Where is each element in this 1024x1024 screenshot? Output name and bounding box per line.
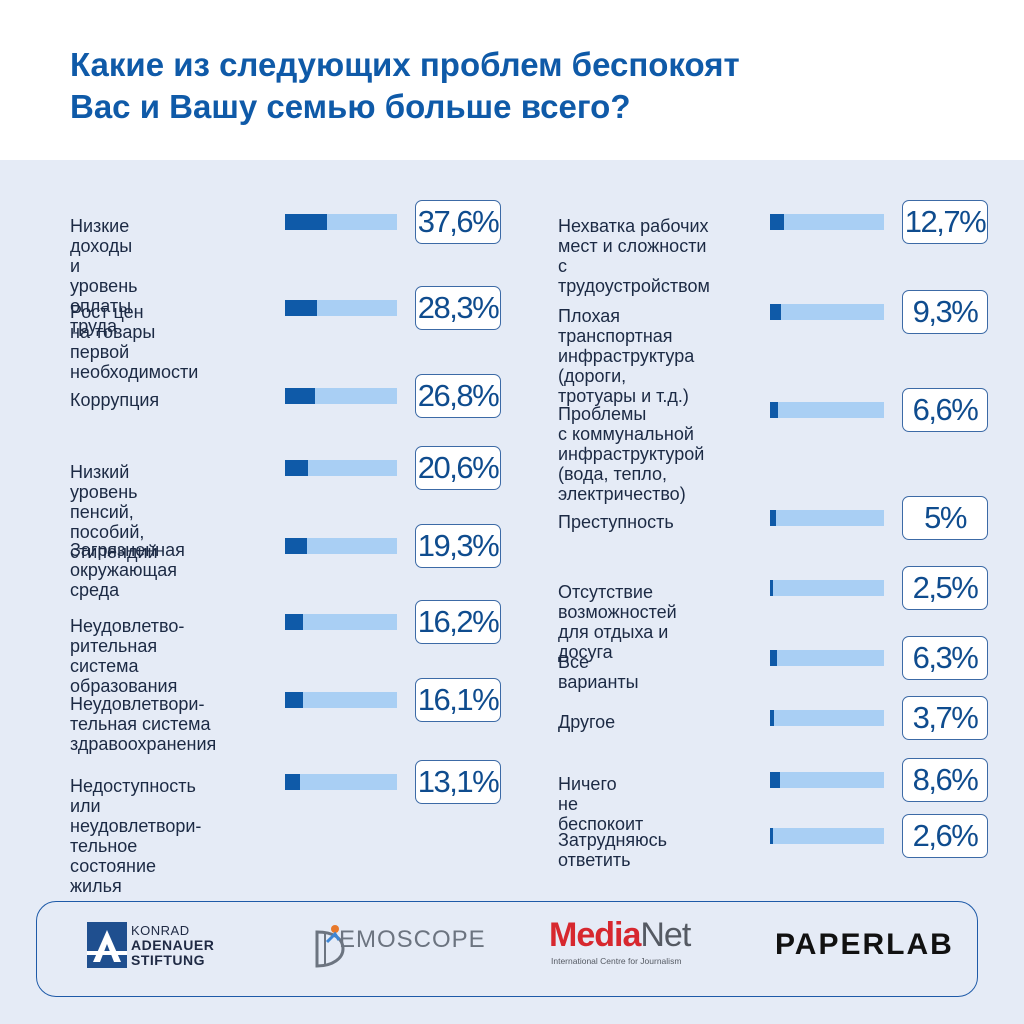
value-label: 6,3%	[902, 636, 988, 680]
bar	[770, 710, 775, 726]
paperlab-wordmark: PAPERLAB	[775, 928, 954, 961]
paperlab-logo: PAPERLAB	[775, 928, 952, 968]
bar-track	[770, 510, 884, 526]
bar	[770, 828, 773, 844]
bar	[770, 650, 778, 666]
bar-track	[285, 774, 397, 790]
value-label: 28,3%	[415, 286, 501, 330]
bar	[285, 538, 307, 554]
bar-category-label: Неудовлетвори- тельная система здравоохр…	[70, 694, 217, 754]
bar-track	[770, 402, 884, 418]
bar	[770, 772, 780, 788]
bar-track	[770, 214, 884, 230]
bar	[285, 614, 304, 630]
bar-track	[770, 650, 884, 666]
bar-category-label: Все варианты	[558, 652, 639, 692]
medianet-subtitle: International Centre for Journalism	[551, 956, 682, 966]
bar-track	[770, 772, 884, 788]
bar	[285, 388, 316, 404]
bar-track	[285, 538, 397, 554]
bar-category-label: Затрудняюсь ответить	[558, 830, 668, 870]
value-label: 13,1%	[415, 760, 501, 804]
bar-track	[770, 710, 884, 726]
bar	[285, 692, 304, 708]
bar-category-label: Нехватка рабочих мест и сложности с труд…	[558, 216, 710, 296]
bar-track	[285, 388, 397, 404]
bar	[770, 580, 773, 596]
bar	[285, 214, 328, 230]
value-label: 26,8%	[415, 374, 501, 418]
bar-track	[285, 614, 397, 630]
medianet-wordmark-net: Net	[640, 916, 691, 954]
konrad-adenauer-stiftung-logo: KONRAD ADENAUER STIFTUNG	[87, 922, 237, 972]
kas-mark-icon	[87, 922, 127, 968]
page-title-line2: Вас и Вашу семью больше всего?	[70, 88, 631, 125]
bar-category-label: Рост цен на товары первой необходимости	[70, 302, 199, 382]
value-label: 16,2%	[415, 600, 501, 644]
bar	[770, 304, 781, 320]
demoscope-logo: EMOSCOPE	[313, 920, 486, 972]
value-label: 37,6%	[415, 200, 501, 244]
bar	[285, 460, 309, 476]
value-label: 8,6%	[902, 758, 988, 802]
bar-category-label: Проблемы с коммунальной инфраструктурой …	[558, 404, 705, 504]
partner-logos-panel: KONRAD ADENAUER STIFTUNG EMOSCOPE MediaN…	[36, 901, 978, 997]
bar-track	[770, 304, 884, 320]
bar-category-label: Загрязненная окружающая среда	[70, 540, 185, 600]
value-label: 6,6%	[902, 388, 988, 432]
demoscope-wordmark: EMOSCOPE	[339, 926, 486, 953]
bar-category-label: Преступность	[558, 512, 674, 532]
bar	[770, 402, 778, 418]
bar-track	[285, 214, 397, 230]
bar-category-label: Плохая транспортная инфраструктура (доро…	[558, 306, 695, 406]
value-label: 19,3%	[415, 524, 501, 568]
bar	[770, 510, 776, 526]
value-label: 3,7%	[902, 696, 988, 740]
value-label: 16,1%	[415, 678, 501, 722]
bar	[285, 300, 317, 316]
kas-line1: KONRAD	[131, 923, 190, 938]
bar-category-label: Недоступность или неудовлетвори- тельное…	[70, 776, 202, 896]
title-band	[0, 0, 1024, 160]
medianet-logo: MediaNet International Centre for Journa…	[549, 916, 719, 972]
bar-category-label: Низкие доходы и уровень оплаты труда	[70, 216, 138, 336]
kas-line2: ADENAUER	[131, 937, 215, 953]
bar	[770, 214, 785, 230]
bar-category-label: Отсутствие возможностей для отдыха и дос…	[558, 582, 677, 662]
bar	[285, 774, 300, 790]
kas-line3: STIFTUNG	[131, 952, 205, 968]
value-label: 9,3%	[902, 290, 988, 334]
bar-track	[285, 460, 397, 476]
bar-track	[770, 828, 884, 844]
page-title: Какие из следующих проблем беспокоят Вас…	[70, 44, 970, 128]
bar-category-label: Ничего не беспокоит	[558, 774, 644, 834]
chart-area: Низкие доходы и уровень оплаты труда 37,6…	[0, 160, 1024, 896]
bar-category-label: Низкий уровень пенсий, пособий, стипенди…	[70, 462, 158, 562]
page-title-line1: Какие из следующих проблем беспокоят	[70, 46, 740, 83]
demoscope-mark-icon	[315, 925, 345, 968]
value-label: 2,5%	[902, 566, 988, 610]
value-label: 12,7%	[902, 200, 988, 244]
value-label: 20,6%	[415, 446, 501, 490]
medianet-wordmark-media: Media	[549, 916, 641, 954]
bar-track	[770, 580, 884, 596]
bar-track	[285, 692, 397, 708]
value-label: 5%	[902, 496, 988, 540]
value-label: 2,6%	[902, 814, 988, 858]
bar-category-label: Другое	[558, 712, 616, 732]
bar-category-label: Коррупция	[70, 390, 160, 410]
bar-category-label: Неудовлетво- рительная система образован…	[70, 616, 185, 696]
bar-track	[285, 300, 397, 316]
